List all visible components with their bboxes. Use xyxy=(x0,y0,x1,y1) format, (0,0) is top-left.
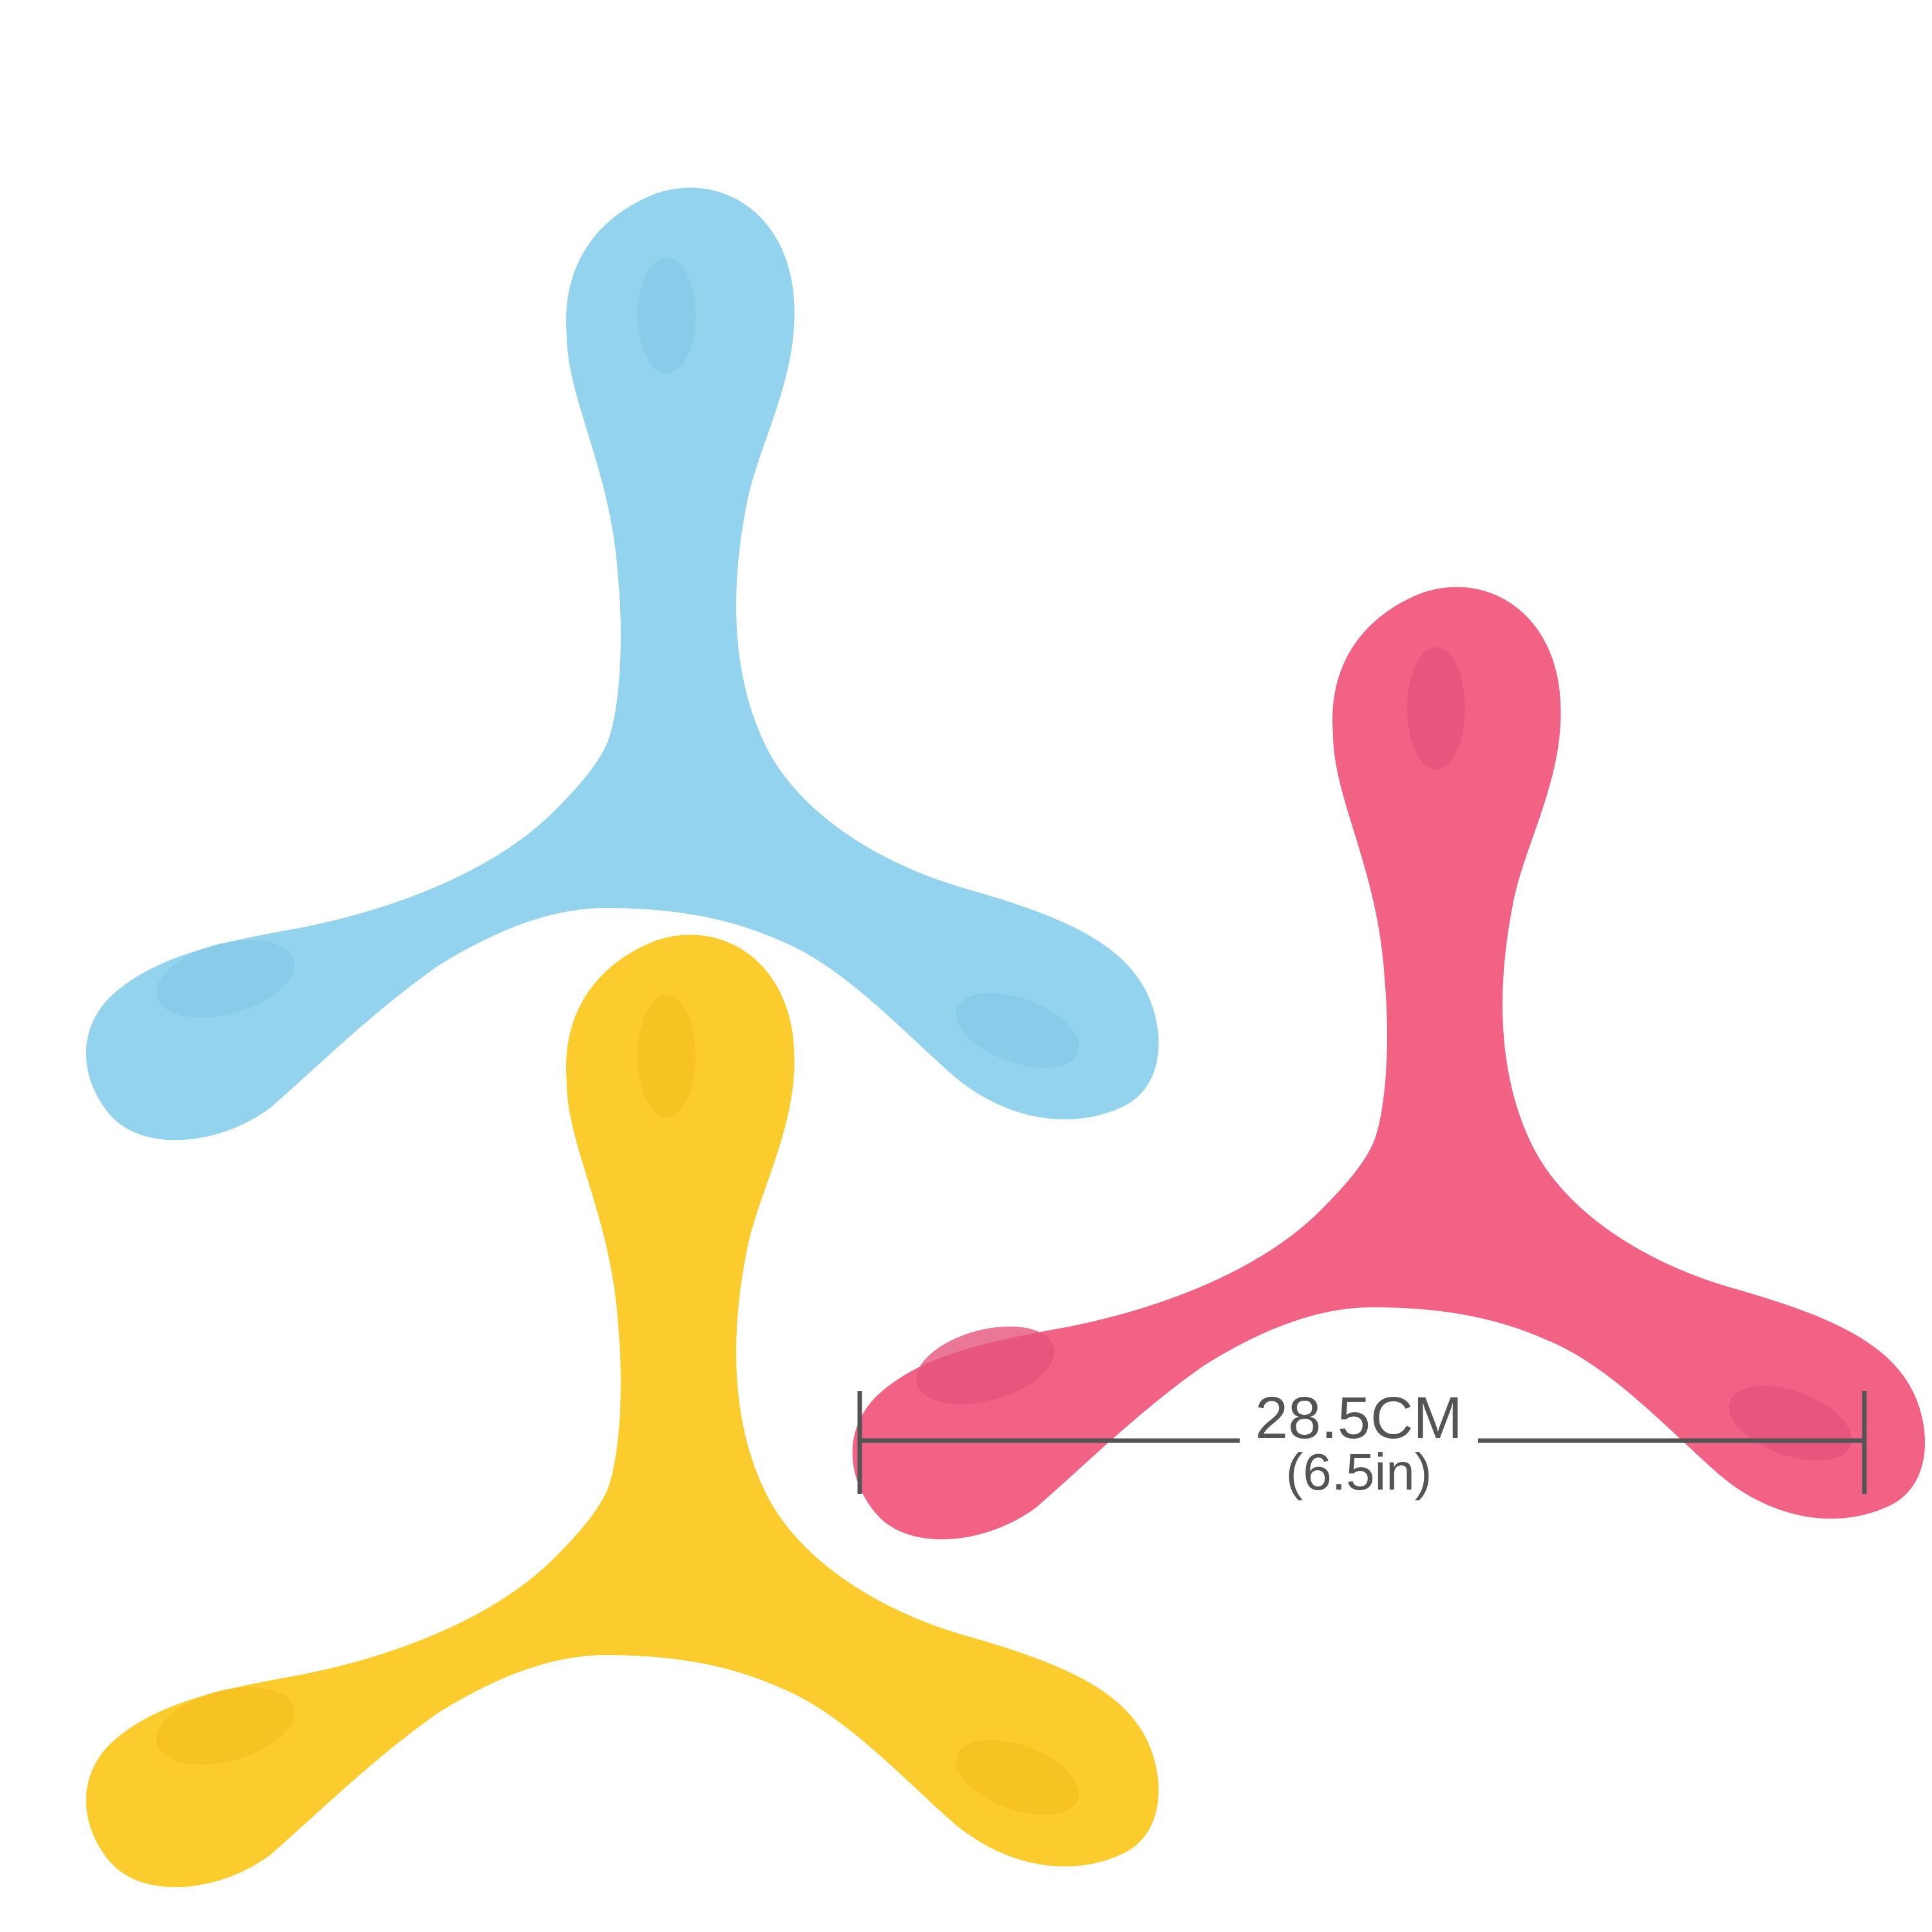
pink-top-dimple xyxy=(1407,647,1465,770)
blue-boomerang xyxy=(86,187,1159,1141)
yellow-left-dimple xyxy=(156,1687,295,1765)
dimension-imperial-label: (6.5in) xyxy=(1286,1443,1432,1501)
dimension-indicator xyxy=(857,1391,1867,1494)
yellow-top-dimple xyxy=(638,995,696,1117)
pink-left-dimple xyxy=(916,1326,1055,1405)
yellow-boomerang xyxy=(86,934,1159,1888)
blue-left-dimple xyxy=(156,940,295,1018)
blue-right-dimple xyxy=(956,992,1079,1068)
blue-top-dimple xyxy=(638,258,696,374)
dimension-metric-label: 28.5CM xyxy=(1255,1385,1463,1451)
yellow-right-dimple xyxy=(956,1739,1079,1815)
